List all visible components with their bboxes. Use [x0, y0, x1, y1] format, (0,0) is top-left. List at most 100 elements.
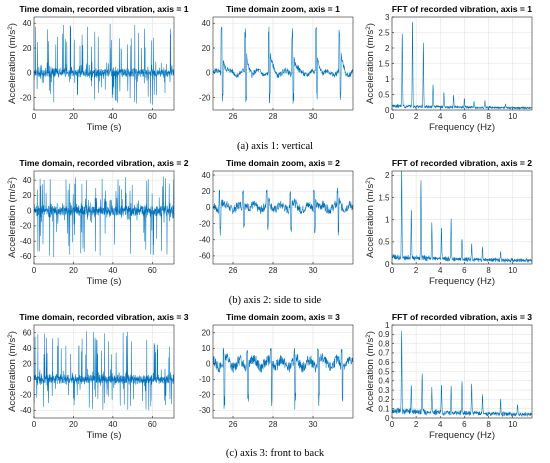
y-tick-label: 20	[23, 191, 32, 200]
x-axis-label: Time (s)	[87, 276, 122, 287]
data-series-line	[392, 171, 532, 264]
panel-3-2: Time domain zoom, axis = 3 26 28 30 -30 -20 -1…	[199, 312, 354, 429]
plot-frame	[212, 170, 354, 265]
y-tick-label: 1.5	[378, 193, 390, 202]
y-tick-label: 0.2	[378, 395, 390, 404]
data-series-line	[392, 21, 532, 110]
panel-1-1: Time domain, recorded vibration, axis = …	[7, 4, 189, 133]
x-tick-label: 60	[148, 112, 157, 121]
x-tick-label: 2	[414, 420, 419, 429]
x-tick-label: 30	[309, 266, 318, 275]
x-tick-label: 30	[309, 420, 318, 429]
x-tick-label: 10	[508, 266, 517, 275]
x-tick-label: 4	[438, 112, 443, 121]
data-series-line	[213, 187, 353, 236]
x-axis-label: Frequency (Hz)	[429, 122, 495, 133]
x-axis-label: Time (s)	[87, 122, 122, 133]
y-tick-label: 0.4	[378, 377, 390, 386]
y-tick-label: 0	[27, 69, 32, 78]
y-tick-label: 40	[23, 176, 32, 185]
panel-title: FFT of recorded vibration, axis = 2	[392, 158, 532, 168]
y-tick-label: -40	[20, 406, 32, 415]
x-tick-label: 40	[108, 420, 117, 429]
panel-title: Time domain zoom, axis = 3	[226, 312, 340, 322]
y-tick-label: 10	[202, 344, 211, 353]
panel-3-1: Time domain, recorded vibration, axis = …	[7, 312, 189, 441]
y-tick-label: -20	[199, 93, 211, 102]
panel-title: Time domain, recorded vibration, axis = …	[19, 158, 188, 168]
y-tick-label: 1	[385, 216, 390, 225]
y-tick-label: 20	[202, 187, 211, 196]
x-tick-label: 0	[32, 112, 37, 121]
y-tick-label: 20	[23, 360, 32, 369]
y-tick-label: 60	[23, 329, 32, 338]
panel-3-3: FFT of recorded vibration, axis = 3 0 2 4 6 8…	[365, 312, 533, 441]
y-tick-label: 20	[202, 329, 211, 338]
data-series-line	[213, 347, 353, 410]
y-tick-label: 0.8	[378, 339, 390, 348]
data-series-line	[392, 330, 532, 418]
x-axis-label: Frequency (Hz)	[429, 276, 495, 287]
panel-title: FFT of recorded vibration, axis = 1	[392, 4, 532, 14]
caption-2: (b) axis 2: side to side	[229, 295, 322, 306]
y-tick-label: 40	[23, 344, 32, 353]
plot-frame	[33, 324, 175, 419]
y-tick-label: -10	[199, 375, 211, 384]
x-tick-label: 30	[309, 112, 318, 121]
plot-frame	[33, 170, 175, 265]
y-tick-label: 0	[27, 375, 32, 384]
x-tick-label: 10	[508, 420, 517, 429]
y-axis-label: Acceleration (m/s2)	[7, 331, 18, 412]
y-tick-label: 40	[23, 19, 32, 28]
panel-title: Time domain, recorded vibration, axis = …	[19, 312, 188, 322]
data-series-line	[34, 176, 174, 258]
x-tick-label: 0	[32, 266, 37, 275]
x-tick-label: 20	[69, 420, 78, 429]
panel-title: Time domain, recorded vibration, axis = …	[19, 4, 188, 14]
y-tick-label: -20	[20, 93, 32, 102]
x-tick-label: 26	[229, 266, 238, 275]
y-tick-label: 0.6	[378, 358, 390, 367]
x-tick-label: 8	[486, 420, 491, 429]
panel-title: Time domain zoom, axis = 2	[226, 158, 340, 168]
y-tick-label: -40	[199, 236, 211, 245]
y-tick-label: 0.1	[378, 405, 390, 414]
y-tick-label: 0.5	[378, 367, 390, 376]
y-tick-label: 0.5	[378, 90, 390, 99]
panel-2-1: Time domain, recorded vibration, axis = …	[7, 158, 189, 287]
y-tick-label: 20	[202, 44, 211, 53]
x-tick-label: 26	[229, 112, 238, 121]
x-tick-label: 26	[229, 420, 238, 429]
y-tick-label: 40	[202, 171, 211, 180]
y-tick-label: 0	[385, 260, 390, 269]
x-tick-label: 0	[390, 420, 395, 429]
panel-2-2: Time domain zoom, axis = 2 26 28 30 -60 -40 -2…	[199, 158, 354, 275]
y-tick-label: 1	[385, 321, 390, 330]
x-tick-label: 8	[486, 266, 491, 275]
y-tick-label: 0.7	[378, 349, 390, 358]
y-tick-label: 0.9	[378, 330, 390, 339]
data-series-line	[34, 331, 174, 411]
y-tick-label: -30	[199, 406, 211, 415]
x-tick-label: 60	[148, 420, 157, 429]
x-tick-label: 40	[108, 112, 117, 121]
plot-frame	[212, 16, 354, 111]
plot-frame	[391, 170, 533, 265]
y-tick-label: 0	[385, 106, 390, 115]
y-tick-label: -60	[20, 252, 32, 261]
x-tick-label: 6	[462, 112, 467, 121]
y-tick-label: 3	[385, 13, 390, 22]
y-axis-label: Acceleration (m/s2)	[7, 23, 18, 104]
y-tick-label: -20	[20, 391, 32, 400]
panel-title: Time domain zoom, axis = 1	[226, 4, 340, 14]
y-tick-label: 20	[23, 44, 32, 53]
y-tick-label: 40	[202, 19, 211, 28]
y-tick-label: 2	[385, 44, 390, 53]
y-axis-label: Acceleration (m/s2)	[7, 177, 18, 258]
y-axis-label: Acceleration (m/s2)	[365, 23, 376, 104]
panel-2-3: FFT of recorded vibration, axis = 2 0 2 4 6 8…	[365, 158, 533, 287]
panel-title: FFT of recorded vibration, axis = 3	[392, 312, 532, 322]
x-tick-label: 20	[69, 112, 78, 121]
y-axis-label: Acceleration (m/s2)	[365, 331, 376, 412]
